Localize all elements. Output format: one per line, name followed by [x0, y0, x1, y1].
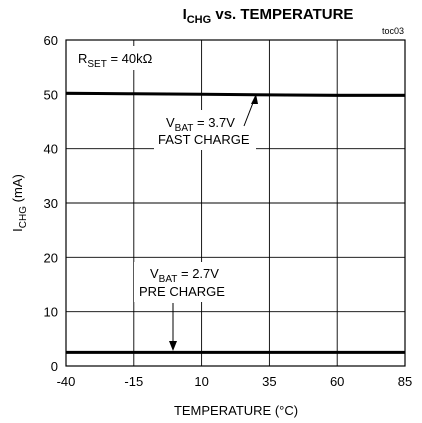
grid: [66, 40, 405, 366]
x-tick-label: -40: [57, 374, 76, 389]
pre-charge-label-1: VBAT = 2.7V: [150, 266, 219, 285]
fast-charge-label-2: FAST CHARGE: [158, 132, 250, 147]
chart-title: ICHG vs. TEMPERATURE: [183, 6, 354, 26]
rset-box: [74, 46, 170, 70]
y-tick-label: 50: [44, 87, 58, 102]
rset-annotation: RSET = 40kΩ: [78, 51, 153, 70]
y-tick-label: 10: [44, 305, 58, 320]
series-line-1: [65, 91, 405, 97]
fast-charge-arrowhead: [251, 94, 258, 104]
plot-frame: [65, 39, 406, 367]
chart-tag: toc03: [382, 26, 404, 36]
fast-charge-label-1: VBAT = 3.7V: [166, 115, 235, 134]
pre-charge-label-2: PRE CHARGE: [139, 284, 225, 299]
x-tick-label: 10: [194, 374, 208, 389]
x-tick-label: 35: [262, 374, 276, 389]
y-tick-label: 20: [44, 250, 58, 265]
pre-charge-box: [134, 262, 234, 302]
y-tick-label: 40: [44, 142, 58, 157]
fast-charge-box: [154, 110, 256, 150]
x-axis-label: TEMPERATURE (°C): [174, 403, 298, 418]
x-tick-label: 85: [398, 374, 412, 389]
y-axis-label: ICHG (mA): [10, 174, 29, 232]
y-tick-label: 0: [51, 359, 58, 374]
series-group: [65, 91, 405, 354]
y-tick-label: 60: [44, 33, 58, 48]
pre-charge-arrowhead: [169, 341, 177, 351]
x-tick-label: 60: [330, 374, 344, 389]
x-tick-label: -15: [124, 374, 143, 389]
y-tick-label: 30: [44, 196, 58, 211]
y-tick-labels: 0 10 20 30 40 50 60: [44, 33, 58, 374]
x-tick-labels: -40 -15 10 35 60 85: [57, 374, 413, 389]
